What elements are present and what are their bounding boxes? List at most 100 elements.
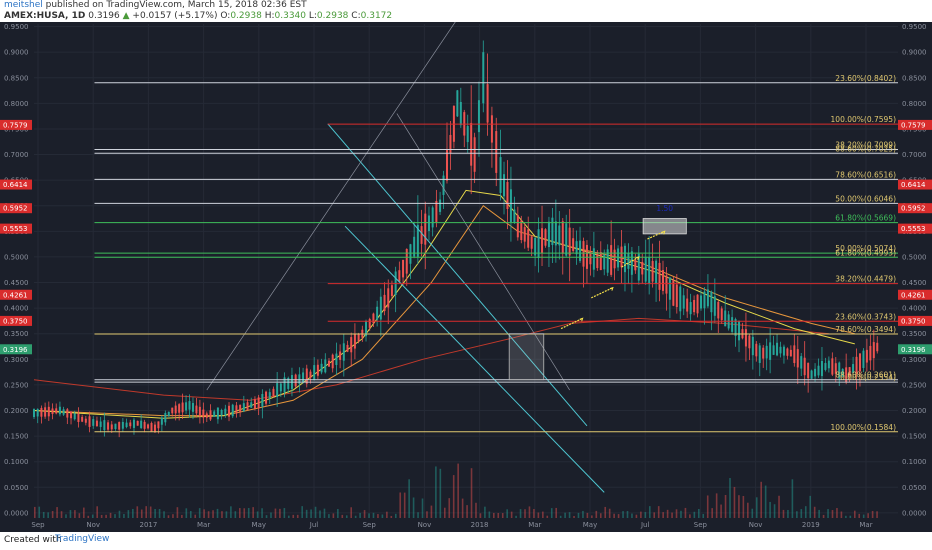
tradingview-logo[interactable]: TradingView [55,534,110,544]
x-tick-label: Sep [694,521,708,529]
candle-body [717,301,720,319]
volume-bar [822,514,825,518]
candle-body [164,413,167,423]
volume-bar [274,508,277,518]
candle-body [606,249,609,273]
y-tick-left: 0.9500 [4,23,29,31]
volume-bar [457,463,459,518]
candle-body [33,409,35,418]
candle-body [160,417,163,425]
candle-body [439,199,442,212]
x-tick-label: May [583,521,597,529]
trend-line [396,113,570,391]
y-tick-right: 0.0500 [902,484,927,492]
y-tick-right: 0.8500 [902,74,927,82]
candle-body [202,409,205,418]
volume-bar [573,515,575,518]
candle-body [118,422,121,430]
projection-arrowhead [609,286,614,291]
volume-bar [292,514,295,518]
volume-bar [145,506,148,518]
x-tick-label: 2017 [139,521,157,529]
candle-body [44,407,47,417]
candle-body [114,423,117,430]
y-tick-right: 0.3000 [902,356,927,364]
candle-body [541,228,544,253]
volume-bar [154,508,156,518]
x-tick-label: Nov [86,521,100,529]
volume-bar [555,507,558,518]
volume-bar [640,511,642,518]
candle-body [376,306,379,320]
price-tag-label-left: 0.5952 [3,205,28,213]
volume-bar [791,479,794,518]
candle-body [70,411,73,419]
x-tick-label: May [252,521,266,529]
volume-bar [265,515,268,518]
volume-bar [109,512,112,518]
volume-bar [635,514,638,518]
candle-body [710,291,713,313]
candle-body [765,345,768,359]
y-tick-right: 0.5000 [902,253,927,261]
candle-body [661,270,664,291]
candle-body [495,131,498,173]
open-value: 0.2938 [230,11,262,21]
volume-bar [693,511,696,518]
candle-body [84,418,87,423]
created-with-text: Created with [4,535,62,545]
projection-arrowhead [661,230,666,235]
price-tag-left [0,223,32,234]
volume-bar [827,509,829,518]
candle-body [40,407,43,417]
candle-body [679,286,682,312]
volume-bar [595,510,598,518]
plot-background [0,22,932,532]
volume-bar [185,508,188,518]
volume-bar [849,515,852,518]
price-tag-left [0,203,32,214]
fib-level-label: 23.60%(0.3743) [835,312,896,321]
volume-bar [684,507,687,518]
volume-bar [542,511,544,518]
volume-bar [100,514,103,518]
candle-body [459,101,462,126]
volume-bar [782,509,785,518]
volume-bar [247,508,250,518]
price-chart[interactable]: 0.9500 0.9500 0.9000 0.9000 0.8500 0.8500 0.80… [0,22,932,532]
author-link[interactable]: meitshel [4,0,43,10]
candle-body [413,236,416,257]
consolidation-box [508,333,545,381]
volume-bar [622,511,624,518]
candle-body [855,356,858,375]
target-marker: 1.50 [656,204,673,213]
volume-bar [368,513,370,518]
price-tag-label: 0.3196 [901,346,926,354]
fib-level-label: 38.20%(0.4479) [835,275,896,284]
volume-bar [163,511,165,518]
volume-bar [345,515,348,518]
candle-body [755,343,758,357]
candle-body [869,345,872,361]
candle-body [655,260,658,284]
candle-body [782,346,785,356]
candle-body [772,345,775,355]
volume-bar [56,507,58,518]
candle-body [157,421,160,429]
candle-body [523,227,526,242]
candle-body [309,371,312,378]
volume-bar [631,513,633,518]
candle-body [268,392,271,399]
candle-body [73,413,76,420]
volume-bar [359,512,361,518]
volume-bar [118,510,121,518]
candle-body [181,402,184,413]
candle-body [648,257,651,284]
candle-body [810,370,813,379]
candle-body [191,403,194,412]
candle-body [762,347,765,359]
volume-bar [221,511,223,518]
volume-bar [216,508,219,518]
channel-lower-line [344,225,605,493]
candle-body [235,405,238,414]
